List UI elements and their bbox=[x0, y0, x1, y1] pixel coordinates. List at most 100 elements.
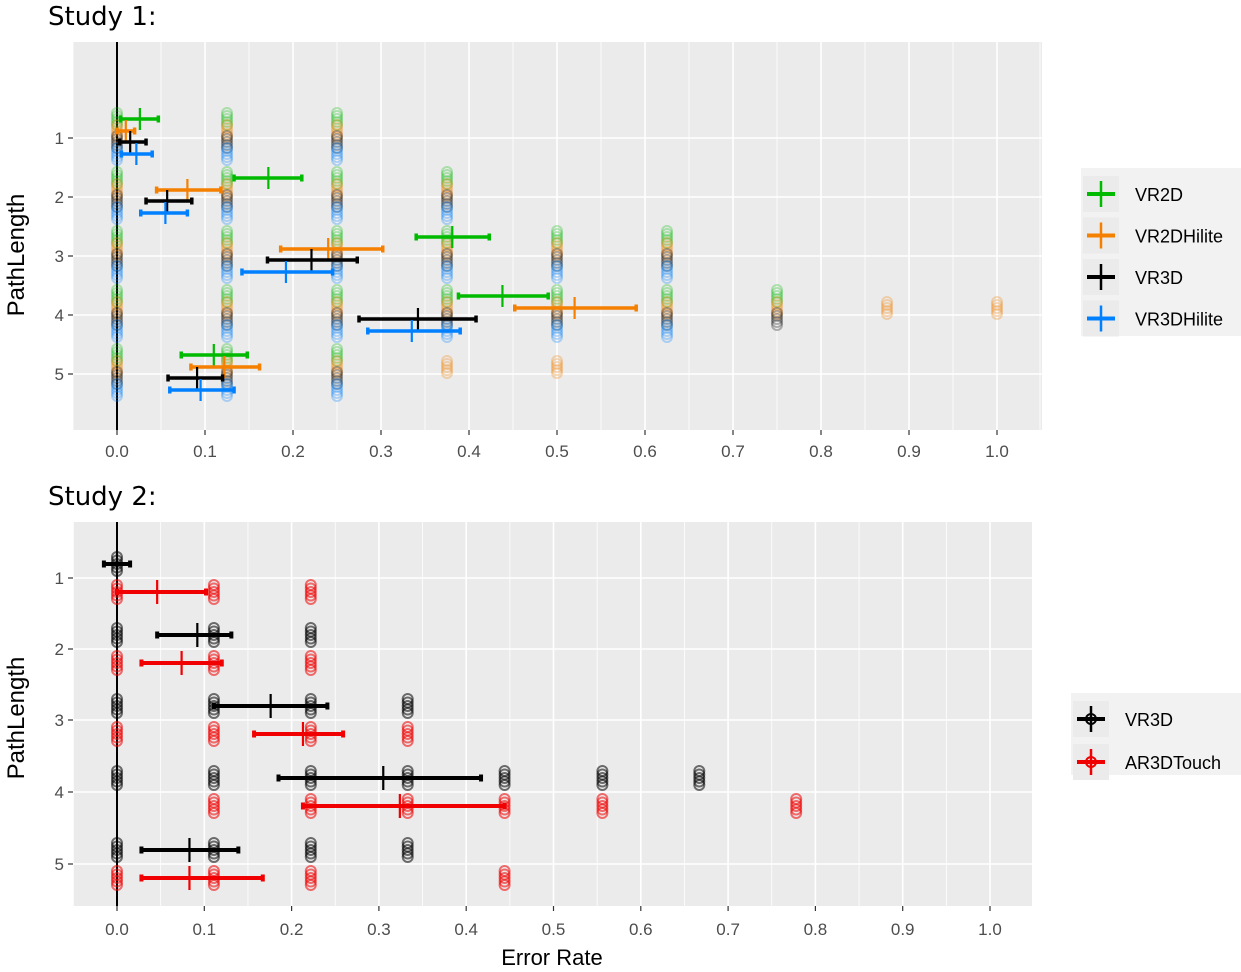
data-point bbox=[661, 307, 673, 319]
data-point bbox=[661, 237, 673, 249]
data-point bbox=[661, 302, 673, 314]
data-point bbox=[111, 728, 123, 740]
data-point bbox=[661, 260, 673, 272]
data-point bbox=[221, 130, 233, 142]
data-point bbox=[661, 313, 673, 325]
data-point bbox=[221, 237, 233, 249]
data-point bbox=[551, 290, 563, 302]
data-point bbox=[991, 305, 1003, 317]
data-point bbox=[331, 166, 343, 178]
x-tick-label: 1.0 bbox=[985, 442, 1009, 461]
study1-legend: VR2D VR2DHilite VR3D VR3DHilite bbox=[1081, 168, 1241, 337]
data-point bbox=[661, 296, 673, 308]
data-point bbox=[661, 257, 673, 269]
y-tick-label: 4 bbox=[55, 306, 64, 325]
data-point bbox=[441, 166, 453, 178]
data-point bbox=[441, 302, 453, 314]
data-point bbox=[221, 313, 233, 325]
data-point bbox=[331, 190, 343, 202]
data-point bbox=[221, 328, 233, 340]
data-point bbox=[331, 251, 343, 263]
x-tick-label: 0.5 bbox=[545, 442, 569, 461]
data-point bbox=[551, 249, 563, 261]
study1-y-axis-label: PathLength bbox=[3, 194, 30, 317]
x-tick-label: 0.0 bbox=[105, 442, 129, 461]
data-point bbox=[331, 169, 343, 181]
data-point bbox=[111, 378, 123, 390]
data-point bbox=[331, 287, 343, 299]
data-point bbox=[551, 234, 563, 246]
data-point bbox=[111, 246, 123, 258]
y-tick-label: 3 bbox=[55, 711, 64, 730]
data-point bbox=[207, 779, 220, 791]
data-point bbox=[221, 260, 233, 272]
data-point bbox=[111, 361, 123, 373]
data-point bbox=[221, 272, 233, 284]
data-point bbox=[221, 204, 233, 216]
data-point bbox=[551, 243, 563, 255]
data-point bbox=[111, 290, 123, 302]
study2-points bbox=[111, 551, 803, 891]
data-point bbox=[207, 803, 220, 816]
data-point bbox=[331, 234, 343, 246]
data-point bbox=[441, 260, 453, 272]
data-point bbox=[331, 240, 343, 252]
data-point bbox=[790, 807, 803, 819]
data-point bbox=[441, 213, 453, 225]
x-tick-label: 0.5 bbox=[542, 920, 566, 939]
data-point bbox=[111, 307, 123, 319]
data-point bbox=[661, 246, 673, 258]
data-point bbox=[331, 387, 343, 399]
legend-label: VR3D bbox=[1125, 710, 1173, 730]
data-point bbox=[551, 231, 563, 243]
data-point bbox=[111, 844, 123, 856]
data-point bbox=[790, 803, 803, 816]
x-tick-label: 0.3 bbox=[367, 920, 391, 939]
data-point bbox=[441, 257, 453, 269]
study1-title: Study 1: bbox=[48, 2, 157, 32]
data-point bbox=[304, 593, 317, 605]
data-point bbox=[331, 372, 343, 384]
data-point bbox=[771, 284, 783, 296]
data-point bbox=[111, 367, 123, 379]
data-point bbox=[551, 367, 563, 379]
data-point bbox=[551, 257, 563, 269]
data-point bbox=[111, 249, 123, 261]
data-point bbox=[331, 195, 343, 207]
data-point bbox=[111, 187, 123, 199]
data-point bbox=[111, 308, 123, 320]
data-point bbox=[331, 136, 343, 148]
data-point bbox=[221, 131, 233, 143]
data-point bbox=[221, 178, 233, 190]
data-point bbox=[221, 192, 233, 204]
data-point bbox=[111, 181, 123, 193]
y-tick-label: 1 bbox=[55, 129, 64, 148]
legend-label: VR3DHilite bbox=[1135, 310, 1223, 330]
data-point bbox=[111, 775, 123, 788]
data-point bbox=[331, 128, 343, 140]
data-point bbox=[771, 299, 783, 311]
data-point bbox=[331, 375, 343, 387]
data-point bbox=[441, 266, 453, 278]
data-point bbox=[331, 319, 343, 331]
data-point bbox=[111, 192, 123, 204]
data-point bbox=[596, 807, 609, 819]
data-point bbox=[111, 237, 123, 249]
data-point bbox=[551, 319, 563, 331]
data-point bbox=[441, 367, 453, 379]
data-point bbox=[596, 803, 609, 816]
data-point bbox=[331, 139, 343, 151]
data-point bbox=[221, 201, 233, 213]
data-point bbox=[331, 133, 343, 145]
data-point bbox=[441, 249, 453, 261]
data-point bbox=[221, 308, 233, 320]
data-point bbox=[331, 361, 343, 373]
x-tick-label: 0.7 bbox=[716, 920, 740, 939]
data-point bbox=[221, 246, 233, 258]
data-point bbox=[498, 775, 511, 788]
data-point bbox=[331, 381, 343, 393]
data-point bbox=[771, 316, 783, 328]
data-point bbox=[551, 225, 563, 237]
data-point bbox=[111, 879, 123, 891]
x-tick-label: 0.7 bbox=[721, 442, 745, 461]
